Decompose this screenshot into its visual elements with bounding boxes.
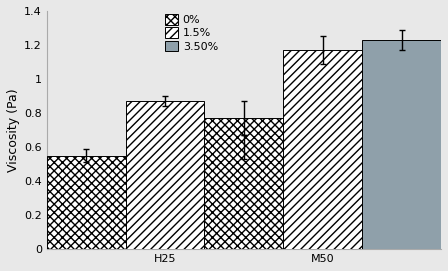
Bar: [47, 156, 125, 249]
Bar: [204, 118, 283, 249]
Y-axis label: Viscosity (Pa): Viscosity (Pa): [7, 88, 20, 172]
Bar: [204, 147, 283, 249]
Bar: [125, 101, 204, 249]
Bar: [283, 50, 362, 249]
Bar: [362, 40, 441, 249]
Legend: 0%, 1.5%, 3.50%: 0%, 1.5%, 3.50%: [163, 12, 220, 54]
